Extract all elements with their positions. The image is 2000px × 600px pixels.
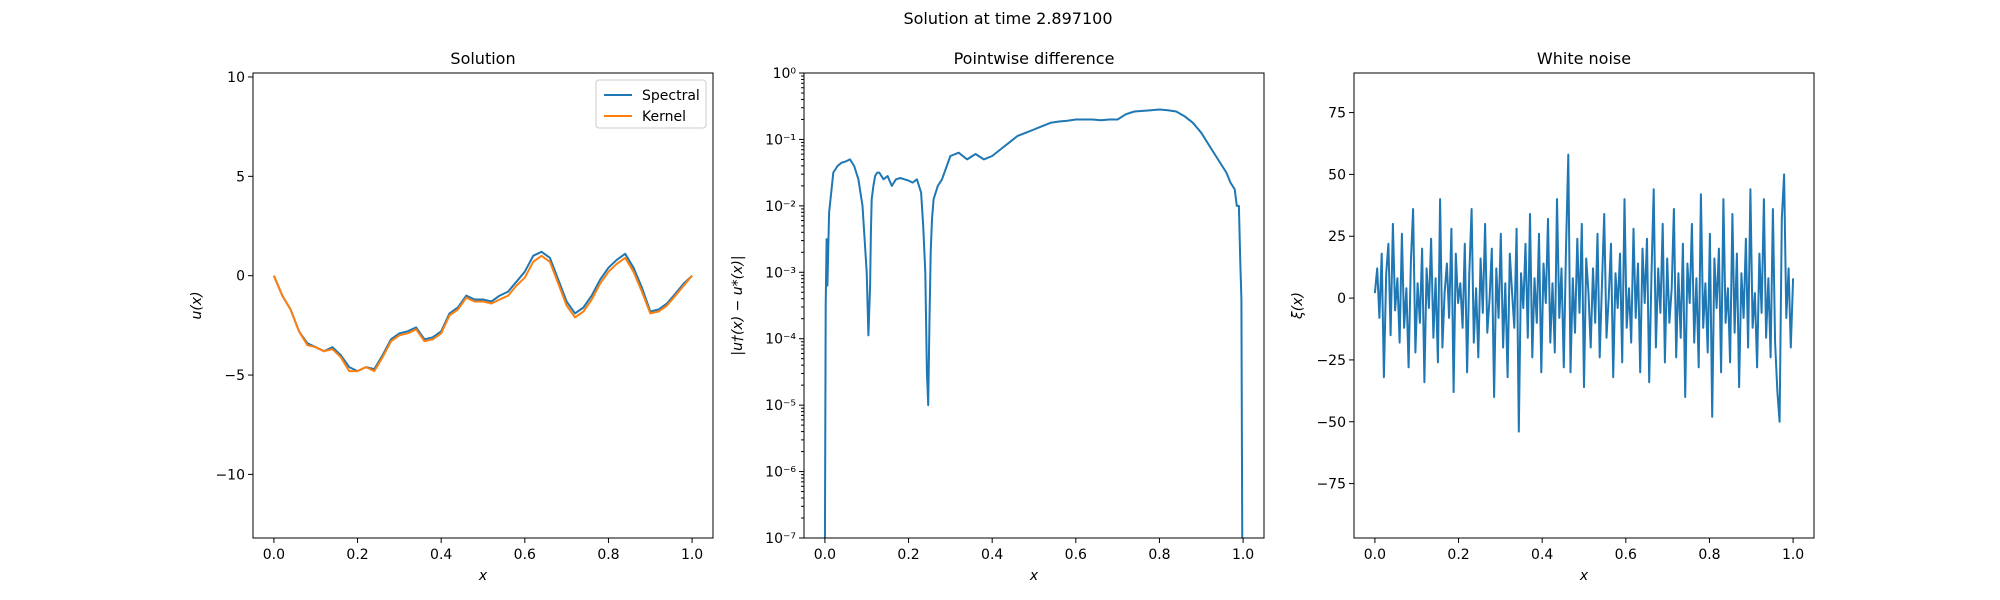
panel-title: Solution [450, 49, 515, 68]
y-axis-label: ξ(x) [1290, 292, 1306, 320]
x-tick-label: 0.0 [814, 547, 836, 563]
series-line-0 [823, 108, 1244, 538]
series-line-spectral [272, 250, 693, 373]
legend-label: Kernel [642, 109, 686, 125]
panel-title: White noise [1537, 49, 1631, 68]
x-tick-label: 1.0 [681, 547, 703, 563]
y-tick-label: 10⁻⁵ [765, 398, 796, 414]
x-tick-label: 0.6 [514, 547, 536, 563]
y-tick-label: 10⁻¹ [765, 132, 796, 148]
y-tick-label: 10 [227, 70, 245, 86]
y-tick-label: −5 [224, 368, 245, 384]
y-axis-label: |u†(x) − u*(x)| [730, 255, 746, 355]
pointwise-difference-panel: Pointwise difference 0.0 0.2 0.4 0.6 0.8 1.0 10… [730, 49, 1265, 584]
x-tick-label: 0.2 [1447, 547, 1469, 563]
x-tick-label: 0.8 [1148, 547, 1170, 563]
y-tick-label: 10⁰ [773, 66, 797, 82]
y-tick-label: 0 [236, 269, 245, 285]
y-tick-label: 10⁻⁷ [765, 531, 796, 547]
solution-panel: Solution 0.0 0.2 0.4 0.6 0.8 1.0 −10 −5 0 5 10 x u(x)… [189, 49, 714, 584]
series-line-kernel [272, 254, 693, 373]
x-tick-label: 0.2 [346, 547, 368, 563]
x-tick-label: 0.0 [263, 547, 285, 563]
y-tick-label: 10⁻⁴ [765, 332, 796, 348]
figure-suptitle: Solution at time 2.897100 [903, 9, 1112, 28]
x-axis-label: x [1029, 568, 1039, 584]
x-tick-label: 0.8 [597, 547, 619, 563]
axes-frame [252, 72, 714, 539]
x-tick-label: 0.8 [1698, 547, 1720, 563]
x-tick-label: 0.4 [1531, 547, 1553, 563]
y-tick-label: 75 [1328, 106, 1346, 122]
y-tick-label: 10⁻² [765, 199, 796, 215]
y-tick-label: −50 [1316, 415, 1346, 431]
x-tick-label: 0.4 [430, 547, 452, 563]
y-axis-label: u(x) [189, 291, 205, 319]
x-tick-label: 1.0 [1782, 547, 1804, 563]
x-tick-label: 0.0 [1364, 547, 1386, 563]
y-tick-label: −10 [215, 467, 245, 483]
axes-frame [1353, 72, 1815, 539]
y-tick-label: 0 [1337, 291, 1346, 307]
x-tick-label: 1.0 [1232, 547, 1254, 563]
y-tick-label: 10⁻³ [765, 265, 796, 281]
x-tick-label: 0.4 [981, 547, 1003, 563]
y-tick-label: 25 [1328, 229, 1346, 245]
panel-title: Pointwise difference [954, 49, 1115, 68]
x-axis-label: x [478, 568, 488, 584]
legend: Spectral Kernel [595, 79, 707, 129]
y-tick-label: −25 [1316, 353, 1346, 369]
x-tick-label: 0.2 [897, 547, 919, 563]
axes-frame [803, 72, 1265, 539]
y-tick-label: 5 [236, 169, 245, 185]
series-line-0 [1373, 153, 1795, 433]
y-tick-label: 10⁻⁶ [765, 465, 796, 481]
x-tick-label: 0.6 [1065, 547, 1087, 563]
y-tick-label: −75 [1316, 477, 1346, 493]
legend-label: Spectral [642, 88, 700, 104]
white-noise-panel: White noise 0.0 0.2 0.4 0.6 0.8 1.0 −75 −50 −25 0 2… [1290, 49, 1815, 584]
y-tick-label: 50 [1328, 167, 1346, 183]
x-tick-label: 0.6 [1615, 547, 1637, 563]
x-axis-label: x [1579, 568, 1589, 584]
